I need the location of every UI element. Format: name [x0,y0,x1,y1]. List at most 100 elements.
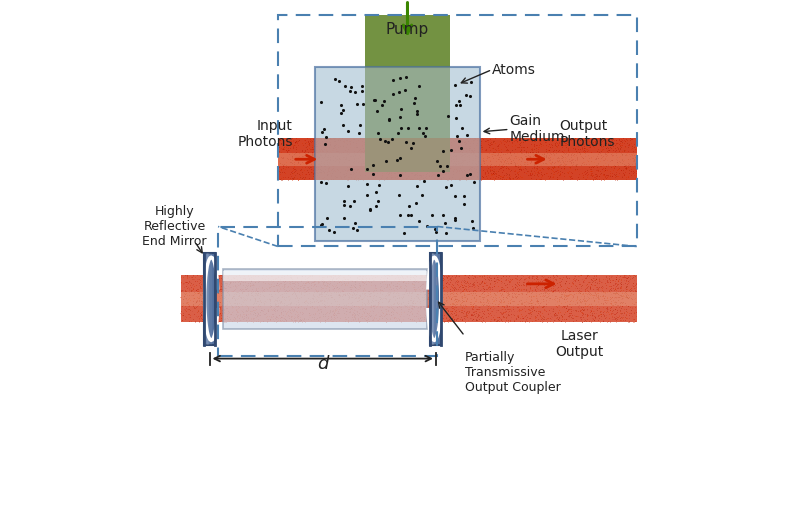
Point [546,284,558,293]
Point [594,172,606,180]
Point [246,307,258,315]
Point [435,145,448,153]
Point [386,147,399,155]
Point [478,277,490,285]
Point [515,311,528,319]
Point [202,280,215,288]
Point [315,150,328,158]
Point [522,152,534,160]
Point [326,149,339,157]
Point [333,318,346,327]
Point [450,277,463,285]
Point [313,298,326,306]
Point [486,299,499,307]
Point [433,149,446,157]
Point [590,274,603,282]
Point [307,289,320,297]
Point [291,284,304,292]
Point [610,298,622,306]
Point [486,172,498,180]
Point [346,135,359,143]
Point [507,284,520,292]
Point [558,141,570,149]
Point [370,168,382,176]
Point [193,304,206,312]
Point [238,285,251,293]
Point [548,139,561,148]
Point [534,311,546,319]
Point [458,141,470,150]
Point [466,216,478,225]
Point [426,160,438,168]
Point [393,306,406,314]
Point [432,164,445,172]
Point [574,287,586,295]
Point [458,277,470,285]
Point [287,174,300,183]
Point [538,156,551,164]
Point [475,138,488,146]
Point [500,276,513,284]
Point [594,140,607,149]
Point [578,174,590,182]
Point [371,152,384,160]
Point [511,272,524,280]
Point [450,153,463,161]
Point [314,151,327,159]
Point [346,167,359,175]
Point [458,312,470,320]
Point [395,304,408,312]
Point [325,272,338,280]
Point [259,275,272,283]
Point [315,169,328,177]
Point [308,298,321,306]
Point [492,300,505,308]
Point [301,299,314,307]
Point [454,155,466,163]
Point [349,315,362,323]
Point [613,284,626,292]
Point [615,272,628,280]
Point [438,281,450,289]
Point [206,304,218,312]
Point [354,176,367,184]
Point [395,166,408,174]
Point [538,151,550,159]
Point [195,284,208,293]
Point [210,291,222,299]
Point [298,288,311,297]
Point [418,318,430,326]
Point [402,211,414,220]
Point [371,164,384,172]
Point [299,305,312,313]
Point [336,134,349,142]
Point [198,272,211,280]
Point [252,287,265,296]
Point [499,138,512,146]
Point [270,308,283,316]
Point [351,143,364,151]
Point [287,318,300,327]
Point [454,146,466,154]
Point [615,276,628,284]
Point [219,275,232,283]
Point [620,275,633,283]
Point [465,300,478,308]
Point [562,146,575,154]
Point [343,300,356,308]
Point [534,317,547,325]
Point [350,310,362,318]
Point [616,315,629,323]
Point [356,289,369,298]
Point [492,291,505,299]
Point [246,289,258,298]
Point [262,286,275,294]
Point [326,294,338,302]
Point [242,305,255,313]
Point [357,165,370,173]
Point [442,307,455,315]
Point [248,317,261,325]
Point [574,288,586,296]
Point [338,274,350,282]
Point [334,136,347,144]
